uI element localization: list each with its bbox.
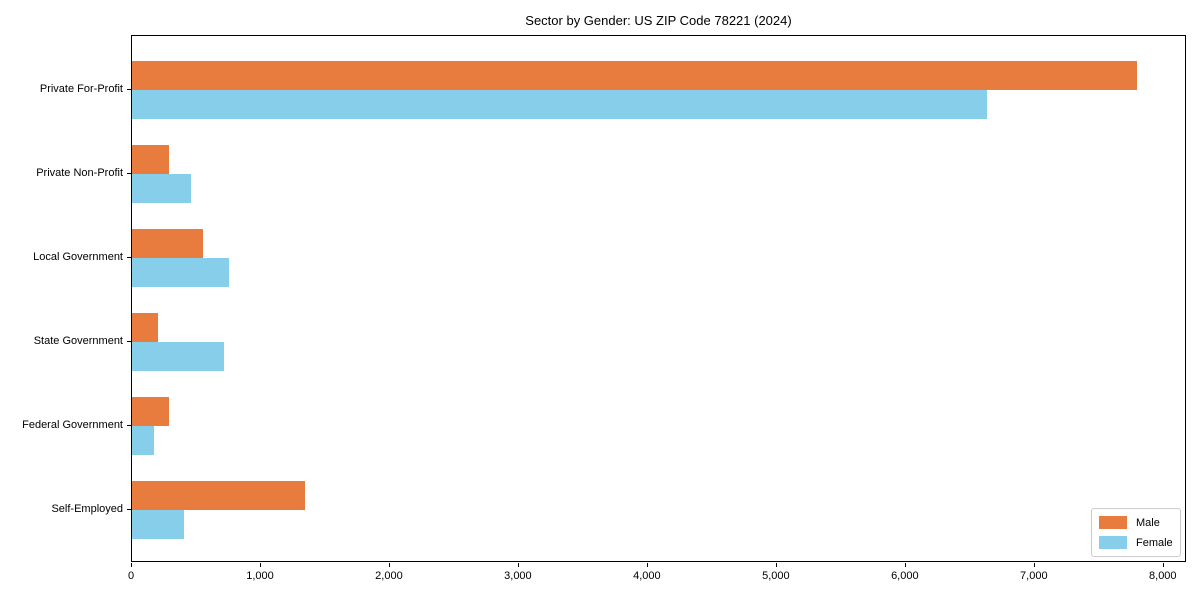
x-tick-mark	[1033, 563, 1035, 567]
x-axis-label-0: 0	[127, 570, 135, 582]
x-axis-label-1000: 1,000	[246, 570, 274, 582]
y-tick-mark	[127, 424, 131, 426]
y-axis-label-private-non-profit: Private Non-Profit	[36, 166, 123, 179]
x-tick-mark	[131, 563, 132, 567]
bar-female-local-government	[132, 257, 229, 287]
bar-male-local-government	[132, 228, 203, 258]
legend: Male Female	[1091, 508, 1181, 557]
x-axis-label-5000: 5,000	[762, 570, 790, 582]
x-axis-label-4000: 4,000	[633, 570, 661, 582]
legend-swatch-male	[1099, 516, 1127, 529]
chart-title: Sector by Gender: US ZIP Code 78221 (202…	[525, 13, 792, 28]
x-tick-mark	[388, 563, 390, 567]
x-tick-mark	[904, 563, 906, 567]
x-axis-label-8000: 8,000	[1149, 570, 1177, 582]
x-tick-mark	[1162, 563, 1164, 567]
bar-female-private-non-profit	[132, 173, 192, 203]
bar-female-state-government	[132, 341, 224, 371]
legend-label-male: Male	[1136, 516, 1160, 529]
y-axis-label-local-government: Local Government	[33, 250, 123, 263]
bar-female-private-for-profit	[132, 89, 988, 119]
x-tick-mark	[517, 563, 519, 567]
bar-male-self-employed	[132, 481, 305, 510]
y-tick-mark	[127, 172, 131, 174]
legend-row-male: Male	[1099, 516, 1173, 529]
bar-male-private-non-profit	[132, 144, 170, 174]
x-axis-label-7000: 7,000	[1020, 570, 1048, 582]
legend-label-female: Female	[1136, 536, 1173, 549]
y-axis-label-private-for-profit: Private For-Profit	[39, 82, 123, 95]
plot-area	[131, 35, 1186, 562]
x-axis-label-2000: 2,000	[375, 570, 403, 582]
bar-female-self-employed	[132, 510, 184, 539]
y-tick-mark	[127, 340, 131, 342]
bar-male-state-government	[132, 312, 158, 342]
bar-male-federal-government	[132, 396, 170, 426]
bar-female-federal-government	[132, 425, 154, 455]
x-tick-mark	[646, 563, 648, 567]
x-tick-mark	[259, 563, 261, 567]
legend-swatch-female	[1099, 536, 1127, 549]
x-tick-mark	[775, 563, 777, 567]
x-axis-label-6000: 6,000	[891, 570, 919, 582]
legend-row-female: Female	[1099, 536, 1173, 549]
y-axis-label-state-government: State Government	[33, 334, 123, 347]
y-tick-mark	[127, 509, 131, 510]
y-axis-label-self-employed: Self-Employed	[51, 503, 123, 515]
y-tick-mark	[127, 256, 131, 258]
y-tick-mark	[127, 88, 131, 90]
bar-male-private-for-profit	[132, 60, 1137, 90]
x-axis-label-3000: 3,000	[504, 570, 532, 582]
y-axis-label-federal-government: Federal Government	[22, 418, 123, 431]
